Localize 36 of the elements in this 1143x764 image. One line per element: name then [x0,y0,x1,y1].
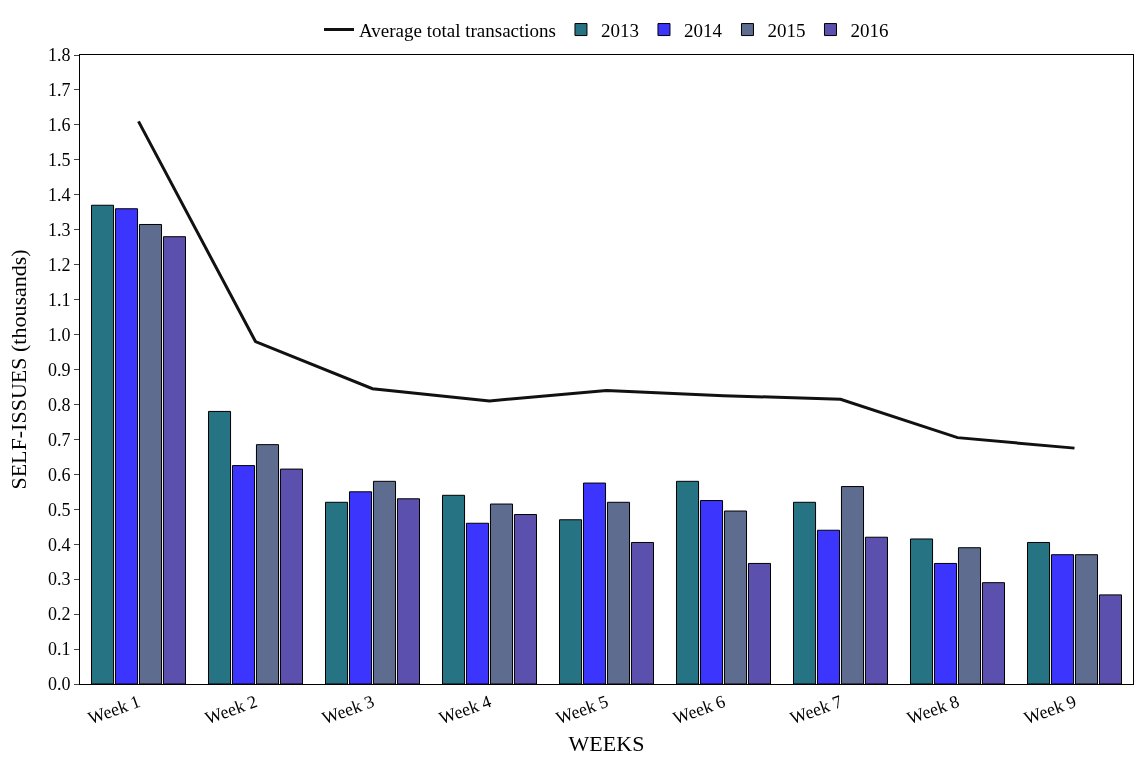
x-tick-label: Week 4 [436,691,494,729]
line-series [137,119,1076,450]
x-tick-label: Week 2 [202,691,260,729]
y-tick-label: 0.8 [47,394,71,415]
y-tick-label: 0.3 [47,569,71,590]
y-tick-label: 0.2 [47,604,71,625]
y-tick-label: 0.7 [47,429,71,450]
y-tick-label: 1.3 [47,220,71,241]
legend-label: 2016 [850,19,889,41]
y-tick-label: 1.5 [47,150,71,171]
y-tick-label: 0.6 [47,464,71,485]
y-tick-label: 0.5 [47,499,71,520]
y-tick-label: 1.2 [47,254,71,275]
x-tick-label: Week 1 [85,691,143,729]
y-tick-label: 0.1 [47,639,71,660]
y-tick-label: 1.8 [47,45,71,66]
y-tick-label: 0.0 [47,674,71,695]
x-tick-label: Week 7 [787,691,845,729]
x-tick-label: Week 9 [1021,691,1079,729]
y-tick-label: 1.7 [47,80,71,101]
x-tick-label: Week 8 [904,691,962,729]
x-tick-label: Week 5 [553,691,611,729]
legend-label: 2014 [683,19,723,41]
legend-label: Average total transactions [359,19,556,41]
y-tick-label: 1.1 [47,289,71,310]
legend-label: 2013 [600,19,639,41]
x-axis-title: WEEKS [568,731,645,757]
y-axis-title: SELF-ISSUES (thousands) [5,249,31,490]
legend-label: 2015 [767,19,806,41]
y-tick-label: 1.4 [47,185,71,206]
x-tick-label: Week 6 [670,691,728,729]
x-tick-label: Week 3 [319,691,377,729]
y-tick-label: 1.6 [47,115,71,136]
y-tick-label: 0.4 [47,534,71,555]
y-tick-label: 0.9 [47,359,71,380]
y-tick-label: 1.0 [47,324,71,345]
